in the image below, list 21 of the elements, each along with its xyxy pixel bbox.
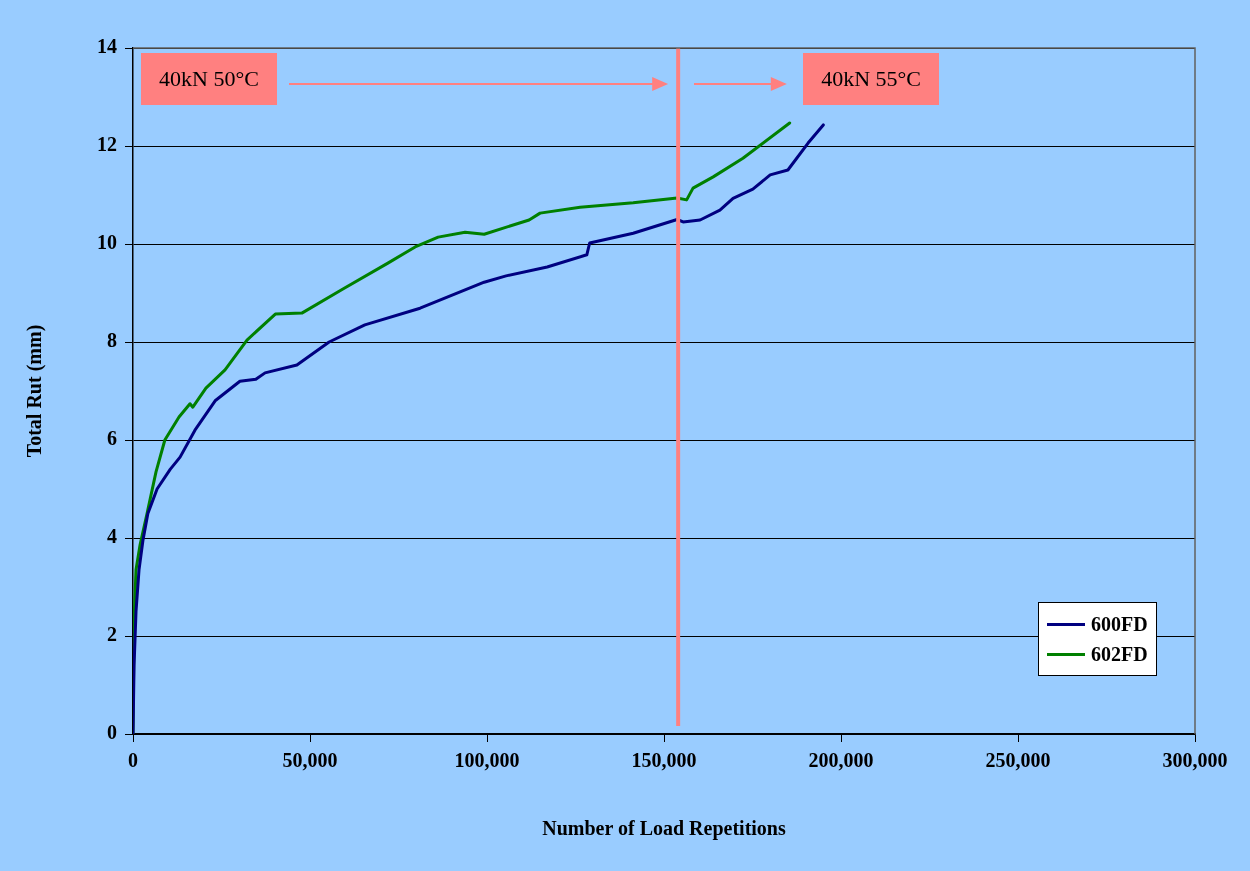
x-tick-label: 100,000 bbox=[454, 749, 520, 772]
y-tick-label: 10 bbox=[97, 231, 117, 254]
y-tick-label: 14 bbox=[97, 35, 117, 58]
annotation: 40kN 50°C bbox=[141, 53, 277, 105]
x-axis-title: Number of Load Repetitions bbox=[542, 817, 786, 841]
y-tick-label: 8 bbox=[107, 329, 117, 352]
x-tick-label: 200,000 bbox=[808, 749, 874, 772]
y-tick-label: 0 bbox=[107, 721, 117, 744]
legend-label: 602FD bbox=[1091, 642, 1148, 666]
annotation: 40kN 55°C bbox=[803, 53, 940, 105]
x-tick-label: 50,000 bbox=[282, 749, 338, 772]
x-tick-label: 300,000 bbox=[1162, 749, 1228, 772]
y-tick-label: 6 bbox=[107, 427, 117, 450]
y-axis-title: Total Rut (mm) bbox=[23, 324, 47, 458]
x-tick-label: 150,000 bbox=[631, 749, 697, 772]
x-tick-label: 250,000 bbox=[985, 749, 1051, 772]
y-tick-label: 4 bbox=[107, 525, 117, 548]
y-tick-label: 12 bbox=[97, 133, 117, 156]
legend-label: 600FD bbox=[1091, 612, 1148, 636]
x-tick-label: 0 bbox=[128, 749, 138, 772]
y-tick-label: 2 bbox=[107, 623, 117, 646]
